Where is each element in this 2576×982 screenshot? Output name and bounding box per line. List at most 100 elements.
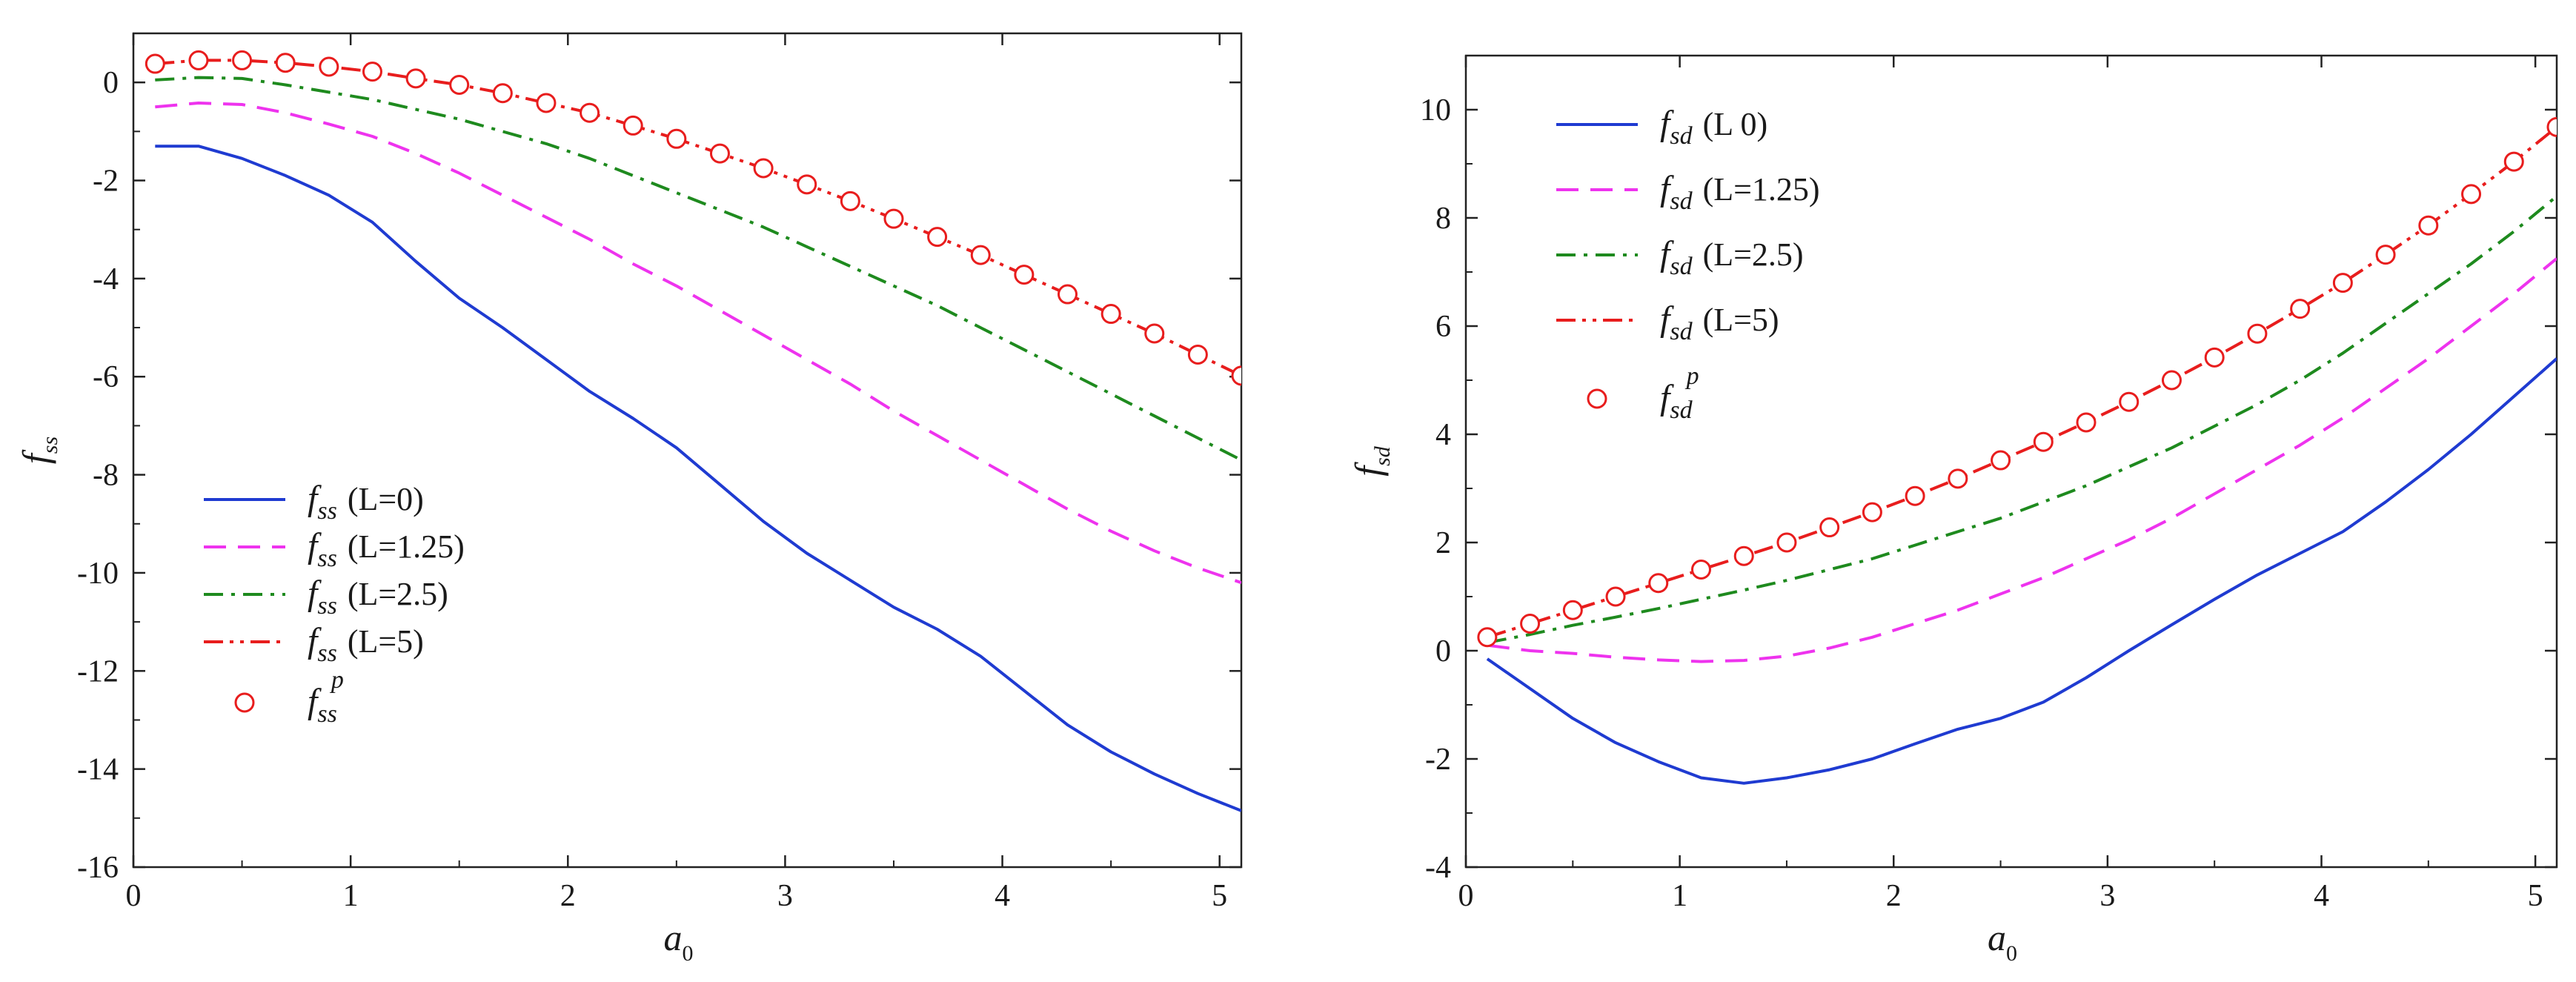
- data-point-marker: [1231, 365, 1241, 386]
- data-point-marker: [580, 102, 600, 123]
- series-line-L=1.25: [1487, 257, 2557, 663]
- legend-entry-L=1.25: fsd (L=1.25): [1556, 169, 1820, 215]
- series-line-L=2.5: [155, 76, 1241, 462]
- y-tick-label: 8: [1435, 202, 1451, 236]
- legend-label: fss (L=1.25): [308, 526, 465, 572]
- legend-symbol-sub: ss: [317, 640, 336, 667]
- data-point-marker: [2461, 184, 2482, 205]
- data-point-marker: [709, 143, 730, 164]
- data-point-marker: [2204, 347, 2225, 368]
- x-axis-title-main: a: [664, 917, 683, 958]
- x-tick-label: 2: [1886, 879, 1902, 913]
- x-axis-title-sub: 0: [683, 941, 694, 966]
- y-axis-title-sub: sd: [1370, 445, 1395, 466]
- data-point-marker: [1187, 344, 1208, 365]
- y-axis-title-sub: ss: [38, 437, 62, 454]
- plot-frame: [132, 32, 1243, 869]
- y-tick-label: -16: [77, 851, 119, 885]
- data-point-marker: [2247, 323, 2268, 344]
- data-point-marker: [2033, 431, 2054, 452]
- data-point-marker: [1819, 517, 1840, 538]
- data-point-marker: [1562, 600, 1583, 620]
- y-tick-label: -10: [77, 557, 119, 591]
- legend-entry-L=5: fss (L=5): [204, 621, 424, 667]
- y-tick-label: -14: [77, 753, 119, 787]
- data-point-marker: [970, 245, 991, 265]
- data-point-marker: [1144, 323, 1165, 344]
- data-point-marker: [232, 50, 253, 70]
- x-axis-title: a0: [664, 917, 694, 966]
- data-point-marker: [188, 50, 209, 70]
- legend-entry-L=0: fsd (L 0): [1556, 104, 1767, 150]
- data-point-marker: [2161, 370, 2182, 391]
- legend-superscript: p: [1685, 362, 1699, 390]
- data-point-marker: [2332, 273, 2353, 293]
- data-point-marker: [449, 74, 470, 95]
- x-tick-label: 1: [343, 879, 359, 913]
- legend-symbol-sub: ss: [317, 497, 336, 525]
- data-point-marker: [666, 128, 687, 149]
- x-tick-label: 3: [777, 879, 793, 913]
- y-tick-label: 10: [1420, 93, 1451, 127]
- data-point-marker: [1477, 627, 1498, 648]
- legend-param: (L 0): [1703, 106, 1768, 142]
- series-line-L=1.25: [155, 102, 1241, 585]
- legend-symbol-sub: sd: [1670, 397, 1693, 424]
- x-tick-label: 5: [1212, 879, 1227, 913]
- legend-param: (L=2.5): [348, 576, 448, 612]
- x-tick-label: 4: [995, 879, 1010, 913]
- legend-symbol-sub: ss: [317, 592, 336, 620]
- x-tick-label: 1: [1672, 879, 1687, 913]
- legend-symbol-sub: sd: [1670, 188, 1693, 215]
- data-point-marker: [1948, 468, 1968, 489]
- data-point-marker: [1690, 560, 1711, 580]
- data-point-marker: [1014, 265, 1035, 285]
- y-tick-label: 6: [1435, 310, 1451, 344]
- x-tick-label: 3: [2099, 879, 2115, 913]
- y-tick-label: 4: [1435, 418, 1451, 452]
- data-point-marker: [1057, 284, 1078, 305]
- y-tick-label: 0: [1435, 634, 1451, 669]
- data-point-marker: [1991, 450, 2011, 471]
- legend-symbol-sub: sd: [1670, 318, 1693, 345]
- legend-label: fsd (L=1.25): [1660, 169, 1820, 215]
- series-markers-p: [1477, 116, 2557, 648]
- data-point-marker: [319, 56, 339, 77]
- data-point-marker: [2503, 151, 2524, 172]
- x-axis-title-sub: 0: [2006, 941, 2017, 966]
- legend-param: (L=5): [348, 623, 424, 660]
- data-point-marker: [1605, 586, 1626, 607]
- plot-area: [145, 50, 1241, 812]
- plot-area: [1477, 116, 2557, 785]
- y-tick-label: -2: [1425, 743, 1451, 777]
- data-point-marker: [2418, 215, 2439, 236]
- data-point-marker: [405, 68, 426, 89]
- y-tick-label: -4: [1425, 851, 1451, 885]
- data-point-marker: [797, 174, 817, 195]
- data-point-marker: [2119, 391, 2140, 412]
- x-tick-label: 0: [1458, 879, 1474, 913]
- x-tick-label: 2: [560, 879, 576, 913]
- legend-symbol-sub: sd: [1670, 253, 1693, 280]
- data-point-marker: [1648, 573, 1669, 594]
- x-tick-label: 0: [126, 879, 142, 913]
- legend-entry-L=5: fsd (L=5): [1556, 299, 1779, 345]
- data-point-marker: [753, 158, 774, 179]
- data-point-marker: [2375, 245, 2396, 265]
- y-tick-label: -12: [77, 654, 119, 689]
- legend-symbol-sub: ss: [317, 545, 336, 572]
- data-point-marker: [536, 93, 557, 113]
- data-point-marker: [1733, 545, 1754, 566]
- data-point-marker: [275, 53, 296, 73]
- series-markers-p: [145, 50, 1241, 386]
- data-point-marker: [883, 208, 904, 229]
- legend-label: fssp: [308, 666, 344, 728]
- y-tick-label: -2: [93, 165, 119, 199]
- legend-param: (L=1.25): [348, 528, 465, 565]
- y-axis-title: fsd: [1347, 445, 1395, 477]
- x-axis-title: a0: [1988, 917, 2017, 966]
- series-line-L=2.5: [1487, 195, 2557, 644]
- y-tick-label: -8: [93, 459, 119, 493]
